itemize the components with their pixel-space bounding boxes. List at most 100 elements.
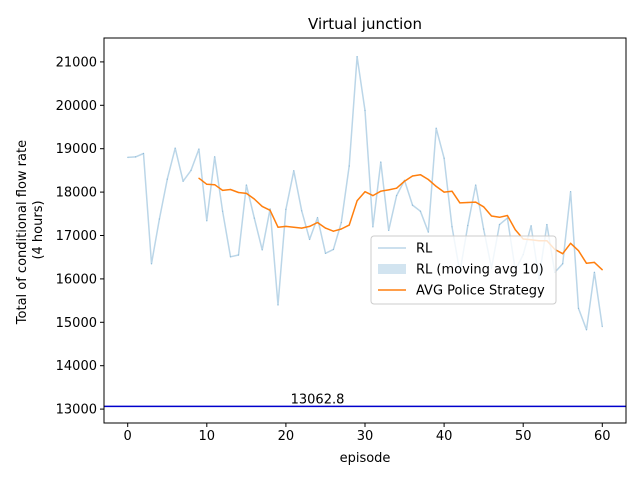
x-axis-title: episode	[340, 451, 391, 466]
moving-avg-point	[475, 201, 477, 203]
moving-avg-point	[490, 215, 493, 217]
x-tick-label: 30	[357, 429, 374, 444]
moving-avg-point	[229, 188, 232, 191]
moving-avg-point	[253, 198, 255, 200]
moving-avg-point	[506, 214, 508, 217]
rl-point	[530, 225, 532, 227]
rl-point	[166, 178, 168, 180]
moving-avg-point	[222, 189, 224, 191]
rl-point	[237, 254, 240, 256]
moving-avg-point	[483, 206, 485, 208]
rl-point	[467, 224, 469, 227]
moving-avg-point	[403, 180, 406, 182]
rl-point	[483, 228, 485, 230]
legend-label-rl: RL	[416, 242, 433, 257]
moving-avg-point	[356, 200, 358, 202]
y-tick-label: 21000	[56, 55, 97, 70]
moving-avg-point	[269, 209, 271, 211]
y-tick-label: 18000	[56, 186, 97, 201]
moving-avg-point	[198, 177, 200, 179]
moving-avg-point	[206, 183, 208, 185]
rl-point	[316, 217, 319, 219]
moving-avg-point	[380, 190, 382, 192]
moving-avg-point	[332, 230, 334, 232]
rl-point	[332, 248, 334, 250]
rl-point	[427, 231, 429, 233]
moving-avg-point	[593, 261, 596, 263]
moving-avg-point	[237, 191, 240, 194]
moving-avg-point	[467, 201, 469, 204]
moving-avg-point	[388, 189, 390, 191]
moving-avg-point	[293, 226, 295, 228]
chart-title: Virtual junction	[308, 15, 422, 33]
rl-point	[269, 208, 271, 210]
rl-point	[309, 238, 311, 240]
moving-avg-point	[364, 191, 366, 193]
moving-avg-point	[435, 185, 437, 187]
rl-point	[253, 217, 255, 219]
rl-point	[348, 165, 350, 167]
y-tick-label: 17000	[56, 229, 97, 244]
rl-point	[277, 304, 279, 306]
moving-avg-point	[443, 191, 445, 193]
moving-avg-point	[570, 242, 572, 244]
y-axis-title-line-1: Total of conditional flow rate	[15, 140, 30, 325]
rl-point	[435, 127, 437, 129]
rl-point	[380, 161, 382, 163]
rl-point	[158, 218, 160, 220]
rl-point	[585, 329, 588, 331]
legend-box	[370, 235, 557, 305]
moving-avg-point	[601, 269, 603, 271]
moving-avg-point	[316, 221, 319, 224]
moving-avg-point	[562, 253, 564, 255]
y-tick-label: 14000	[56, 359, 97, 374]
moving-avg-point	[277, 226, 279, 228]
rl-point	[206, 220, 208, 222]
moving-avg-point	[285, 225, 287, 227]
rl-point	[174, 147, 176, 149]
moving-avg-point	[245, 192, 247, 194]
rl-point	[293, 170, 295, 172]
moving-avg-point	[309, 225, 311, 227]
rl-point	[150, 263, 153, 265]
rl-point	[285, 208, 287, 210]
rl-point	[388, 229, 390, 231]
rl-point	[301, 210, 303, 212]
rl-point	[562, 263, 564, 265]
moving-avg-point	[396, 187, 398, 189]
rl-point	[546, 224, 548, 226]
baseline-value-label: 13062.8	[291, 392, 345, 407]
rl-point	[190, 169, 192, 171]
rl-point	[570, 191, 572, 193]
rl-point	[245, 184, 247, 186]
y-axis: 13000 14000 15000 16000 17000 18000 19000 20000…	[56, 55, 104, 418]
x-tick-label: 50	[515, 429, 532, 444]
rl-point	[506, 217, 508, 219]
moving-avg-point	[261, 205, 263, 207]
rl-point	[601, 326, 603, 328]
rl-point	[396, 195, 398, 197]
legend-label-police: AVG Police Strategy	[416, 284, 545, 299]
moving-avg-point	[348, 224, 350, 226]
x-tick-label: 20	[278, 429, 295, 444]
moving-avg-point	[419, 174, 421, 176]
moving-avg-point	[451, 190, 453, 192]
moving-avg-point	[324, 227, 327, 229]
legend-label-moving-avg: RL (moving avg 10)	[416, 263, 544, 278]
rl-point	[127, 156, 129, 158]
rl-point	[229, 256, 232, 258]
x-axis: 0 10 20 30 40 50 60	[124, 423, 611, 444]
rl-point	[593, 271, 596, 273]
rl-point	[198, 148, 200, 150]
rl-point	[411, 204, 414, 206]
rl-point	[364, 109, 366, 112]
rl-point	[577, 307, 580, 309]
rl-point	[142, 152, 145, 155]
moving-avg-point	[214, 184, 216, 186]
rl-point	[372, 226, 374, 228]
moving-avg-point	[514, 229, 516, 231]
moving-avg-point	[301, 227, 303, 229]
x-tick-label: 40	[436, 429, 453, 444]
moving-avg-point	[585, 262, 588, 264]
